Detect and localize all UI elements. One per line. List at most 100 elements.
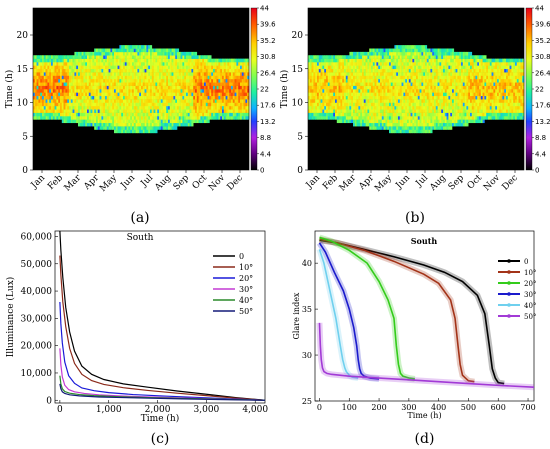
heatmap-cell	[225, 65, 228, 70]
heatmap-cell	[90, 99, 93, 103]
heatmap-cell	[99, 82, 102, 86]
heatmap-cell	[421, 62, 424, 66]
heatmap-cell	[480, 85, 483, 90]
heatmap-cell	[128, 85, 131, 90]
heatmap-cell	[408, 55, 411, 59]
heatmap-cell	[128, 105, 131, 110]
heatmap-cell	[58, 109, 61, 113]
heatmap-cell	[81, 116, 84, 120]
heatmap-cell	[322, 65, 325, 70]
heatmap-cell	[193, 92, 196, 97]
heatmap-cell	[410, 92, 413, 97]
heatmap-cell	[398, 72, 401, 76]
heatmap-cell	[358, 102, 361, 107]
heatmap-cell	[471, 112, 474, 117]
heatmap-cell	[189, 122, 192, 127]
heatmap-cell	[52, 58, 55, 63]
heatmap-cell	[432, 62, 435, 66]
heatmap-cell	[425, 72, 428, 76]
heatmap-cell	[311, 75, 314, 80]
heatmap-cell	[333, 109, 336, 113]
heatmap-cell	[419, 95, 422, 100]
heatmap-cell	[151, 99, 154, 103]
heatmap-cell	[114, 102, 117, 107]
heatmap-cell	[72, 99, 75, 103]
heatmap-cell	[173, 119, 176, 124]
heatmap-cell	[189, 58, 192, 63]
heatmap-cell	[335, 75, 338, 80]
heatmap-cell	[164, 112, 167, 117]
heatmap-cell	[345, 119, 348, 124]
heatmap-cell	[67, 55, 70, 59]
heatmap-cell	[479, 68, 482, 73]
heatmap-cell	[45, 95, 48, 100]
heatmap-cell	[380, 75, 383, 80]
heatmap-cell	[97, 105, 100, 110]
heatmap-cell	[222, 92, 225, 97]
heatmap-cell	[372, 95, 375, 100]
heatmap-cell	[432, 102, 435, 107]
heatmap-cell	[493, 89, 496, 93]
heatmap-cell	[473, 65, 476, 70]
heatmap-cell	[164, 119, 167, 124]
heatmap-cell	[241, 92, 244, 97]
heatmap-cell	[142, 116, 145, 120]
heatmap-cell	[202, 95, 205, 100]
heatmap-cell	[141, 82, 144, 86]
y-axis-label: Time (h)	[4, 70, 15, 108]
heatmap-cell	[381, 85, 384, 90]
heatmap-cell	[311, 85, 314, 90]
heatmap-cell	[159, 112, 162, 117]
heatmap-cell	[417, 102, 420, 107]
heatmap-cell	[130, 65, 133, 70]
heatmap-cell	[63, 119, 66, 124]
heatmap-cell	[112, 75, 115, 80]
heatmap-cell	[315, 82, 318, 86]
heatmap-cell	[396, 126, 399, 130]
heatmap-cell	[441, 99, 444, 103]
heatmap-cell	[392, 75, 395, 80]
heatmap-cell	[394, 85, 397, 90]
heatmap-cell	[63, 78, 66, 83]
heatmap-cell	[51, 65, 54, 70]
heatmap-cell	[344, 68, 347, 73]
heatmap-cell	[473, 72, 476, 76]
heatmap-cell	[414, 45, 417, 49]
heatmap-cell	[432, 65, 435, 70]
heatmap-cell	[198, 58, 201, 63]
heatmap-cell	[227, 68, 230, 73]
heatmap-cell	[464, 95, 467, 100]
heatmap-cell	[105, 48, 108, 53]
heatmap-cell	[195, 78, 198, 83]
heatmap-cell	[435, 51, 438, 56]
heatmap-cell	[79, 62, 82, 66]
heatmap-cell	[119, 119, 122, 124]
heatmap-cell	[381, 68, 384, 73]
heatmap-cell	[336, 82, 339, 86]
heatmap-cell	[387, 122, 390, 127]
heatmap-cell	[362, 78, 365, 83]
heatmap-cell	[234, 89, 237, 93]
heatmap-cell	[394, 45, 397, 49]
colorbar-tick-label: 4.4	[260, 150, 272, 158]
heatmap-cell	[435, 102, 438, 107]
heatmap-cell	[484, 68, 487, 73]
heatmap-cell	[191, 116, 194, 120]
heatmap-cell	[405, 109, 408, 113]
heatmap-cell	[383, 82, 386, 86]
heatmap-cell	[92, 58, 95, 63]
heatmap-cell	[184, 51, 187, 56]
heatmap-cell	[380, 102, 383, 107]
heatmap-cell	[243, 85, 246, 90]
heatmap-cell	[196, 119, 199, 124]
heatmap-cell	[493, 68, 496, 73]
heatmap-cell	[79, 119, 82, 124]
heatmap-cell	[371, 99, 374, 103]
heatmap-cell	[227, 109, 230, 113]
heatmap-cell	[60, 109, 63, 113]
heatmap-cell	[85, 82, 88, 86]
heatmap-cell	[69, 68, 72, 73]
heatmap-cell	[72, 68, 75, 73]
heatmap-cell	[450, 78, 453, 83]
heatmap-cell	[159, 126, 162, 130]
